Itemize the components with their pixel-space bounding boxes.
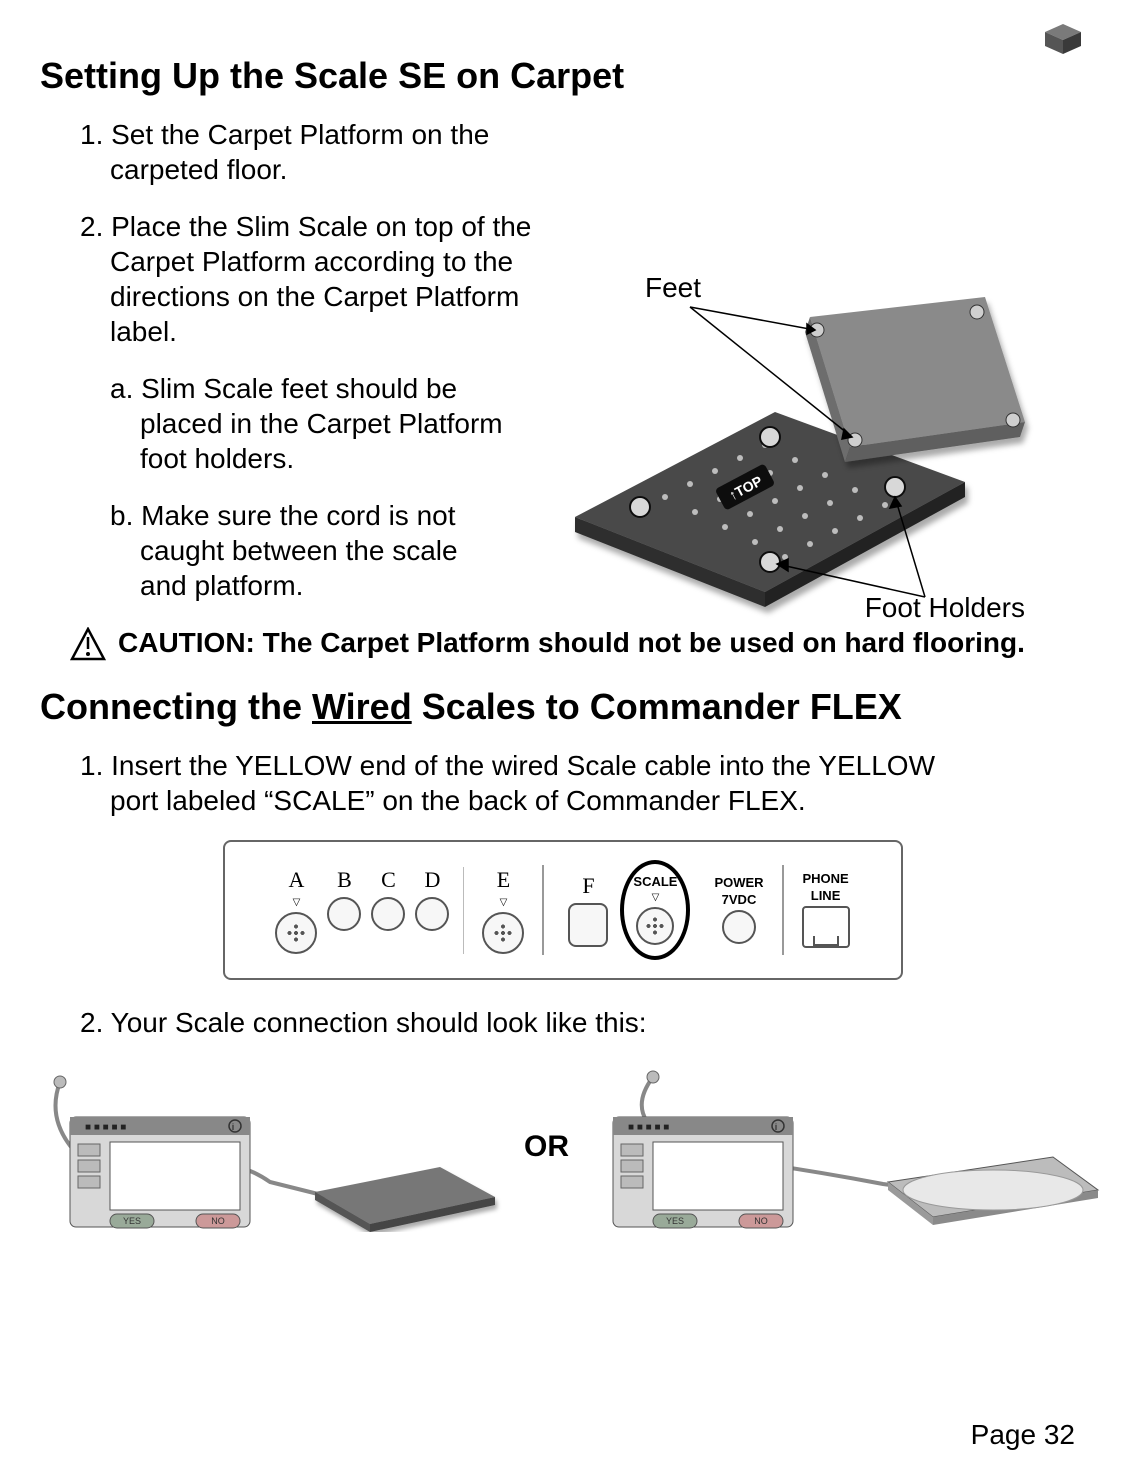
connect-title-post: Scales to Commander FLEX bbox=[412, 686, 902, 727]
setup-step-2-text: 2. Place the Slim Scale on top of the Ca… bbox=[80, 211, 531, 347]
port-a: A▽ bbox=[275, 867, 317, 954]
svg-text:■ ■ ■ ■ ■: ■ ■ ■ ■ ■ bbox=[85, 1122, 126, 1133]
connection-example-left: ■ ■ ■ ■ ■ i YES NO bbox=[40, 1062, 510, 1232]
port-c: C bbox=[371, 867, 405, 954]
setup-step-2a: a. Slim Scale feet should be placed in t… bbox=[110, 371, 530, 476]
port-power: POWER 7VDC bbox=[714, 876, 763, 944]
port-d-label: D bbox=[424, 867, 440, 893]
port-d: D bbox=[415, 867, 449, 954]
setup-substeps: a. Slim Scale feet should be placed in t… bbox=[110, 371, 555, 603]
connect-title-underline: Wired bbox=[312, 686, 412, 727]
figure-label-foot-holders: Foot Holders bbox=[865, 592, 1025, 624]
port-panel-figure: A▽ B C D E▽ F SCALE ▽ POWER 7VDC PHONE L… bbox=[223, 840, 903, 980]
panel-divider bbox=[542, 865, 544, 955]
panel-divider-2 bbox=[782, 865, 784, 955]
corner-cube-icon bbox=[1041, 20, 1085, 58]
carpet-platform-figure: ↑TOP bbox=[545, 262, 1045, 632]
port-f: F bbox=[568, 873, 608, 947]
port-b-label: B bbox=[337, 867, 352, 893]
svg-text:■ ■ ■ ■ ■: ■ ■ ■ ■ ■ bbox=[628, 1122, 669, 1133]
svg-text:i: i bbox=[775, 1122, 777, 1132]
connect-steps-list: 1. Insert the YELLOW end of the wired Sc… bbox=[40, 748, 1085, 818]
svg-text:NO: NO bbox=[754, 1216, 768, 1226]
setup-step-2: 2. Place the Slim Scale on top of the Ca… bbox=[80, 209, 555, 603]
section-heading-connect: Connecting the Wired Scales to Commander… bbox=[40, 686, 1085, 728]
page-number: Page 32 bbox=[971, 1419, 1075, 1451]
port-f-label: F bbox=[582, 873, 594, 899]
platform-scale-illustration: ↑TOP bbox=[545, 262, 1045, 632]
connect-steps-list-2: 2. Your Scale connection should look lik… bbox=[40, 1005, 1085, 1040]
port-line-label: LINE bbox=[811, 889, 841, 902]
section-heading-setup: Setting Up the Scale SE on Carpet bbox=[40, 55, 1085, 97]
commander-with-flat-scale-illustration: ■ ■ ■ ■ ■ i YES NO bbox=[583, 1062, 1103, 1232]
port-e-label: E bbox=[497, 867, 510, 893]
caution-triangle-icon bbox=[70, 627, 106, 661]
port-phone-label: PHONE bbox=[802, 872, 848, 885]
setup-step-1: 1. Set the Carpet Platform on the carpet… bbox=[80, 117, 550, 187]
port-pvdc-label: 7VDC bbox=[722, 893, 757, 906]
figure-label-feet: Feet bbox=[645, 272, 701, 304]
svg-text:NO: NO bbox=[211, 1216, 225, 1226]
setup-step-2b: b. Make sure the cord is not caught betw… bbox=[110, 498, 470, 603]
port-group-abcd: A▽ B C D bbox=[275, 867, 464, 954]
connect-step-1: 1. Insert the YELLOW end of the wired Sc… bbox=[80, 748, 940, 818]
svg-text:i: i bbox=[232, 1122, 234, 1132]
svg-text:YES: YES bbox=[666, 1216, 684, 1226]
port-phone: PHONE LINE bbox=[802, 872, 850, 948]
port-e: E▽ bbox=[482, 867, 524, 954]
port-b: B bbox=[327, 867, 361, 954]
commander-with-platform-scale-illustration: ■ ■ ■ ■ ■ i YES NO bbox=[40, 1062, 510, 1232]
connect-title-pre: Connecting the bbox=[40, 686, 312, 727]
connection-example-right: ■ ■ ■ ■ ■ i YES NO bbox=[583, 1062, 1103, 1232]
svg-text:YES: YES bbox=[123, 1216, 141, 1226]
port-power-label: POWER bbox=[714, 876, 763, 889]
connection-examples-row: ■ ■ ■ ■ ■ i YES NO OR bbox=[40, 1062, 1085, 1232]
connect-step-2: 2. Your Scale connection should look lik… bbox=[80, 1005, 1085, 1040]
port-c-label: C bbox=[381, 867, 396, 893]
port-scale-label: SCALE bbox=[633, 875, 677, 888]
port-a-label: A bbox=[288, 867, 304, 893]
or-label: OR bbox=[510, 1130, 583, 1164]
document-page: Setting Up the Scale SE on Carpet 1. Set… bbox=[0, 0, 1125, 1481]
scale-port-highlight: SCALE ▽ bbox=[620, 860, 690, 960]
